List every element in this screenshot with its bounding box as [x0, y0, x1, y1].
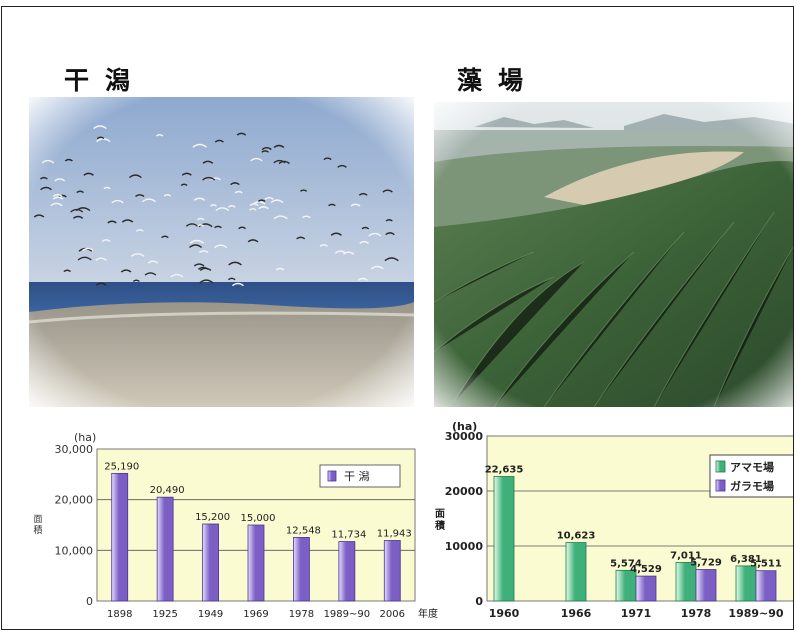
- y-axis-label-1: 面: [435, 508, 445, 520]
- seagrass-bed-title: 藻場: [457, 66, 540, 95]
- bar: [202, 523, 219, 602]
- x-tick-label: 1925: [152, 609, 177, 620]
- legend-swatch-amamo: [715, 460, 726, 473]
- x-tick-label: 1989~90: [324, 609, 371, 620]
- y-tick-label: 10000: [445, 540, 484, 553]
- data-label: 20,490: [150, 485, 185, 496]
- figure-frame: 干潟 藻場: [1, 6, 794, 630]
- legend-swatch-garamo: [715, 479, 726, 492]
- bar: [383, 540, 401, 602]
- x-tick-label: 1960: [489, 607, 520, 620]
- tidal-flat-photo-image: [29, 97, 414, 407]
- tidal-flat-title: 干潟: [64, 66, 147, 95]
- tidal-flat-chart: (ha) 0 10,000 20,000 30,000 面積 25,190 1898 20,49…: [33, 431, 438, 620]
- legend-label-amamo: アマモ場: [730, 460, 774, 474]
- bar: [156, 496, 174, 602]
- bar-amamo: [493, 476, 515, 602]
- x-tick-label: 1969: [243, 609, 268, 620]
- data-label-garamo: 4,529: [630, 564, 662, 575]
- data-label-amamo: 5,574: [610, 558, 642, 569]
- x-tick-label: 1898: [107, 609, 132, 620]
- data-label: 12,548: [286, 525, 321, 536]
- data-label: 15,000: [241, 513, 276, 524]
- x-tick-label: 2006: [380, 609, 405, 620]
- data-label-amamo: 7,011: [670, 550, 702, 561]
- legend-swatch: [327, 470, 337, 482]
- y-tick-label: 10,000: [55, 544, 94, 557]
- y-tick-label: 0: [86, 595, 93, 608]
- seagrass-bed-photo: [434, 102, 793, 407]
- y-tick-label: 30,000: [55, 443, 94, 456]
- data-label-garamo: 5,729: [690, 557, 722, 568]
- data-label-amamo: 10,623: [557, 531, 596, 542]
- bar-amamo: [735, 565, 757, 602]
- bar: [338, 541, 356, 602]
- bar: [111, 472, 129, 602]
- y-axis-label-2: 積: [33, 524, 42, 536]
- x-tick-label: 1978: [289, 609, 314, 620]
- x-tick-label: 1949: [198, 609, 223, 620]
- y-tick-label: 20000: [445, 485, 484, 498]
- bar-garamo: [755, 570, 777, 602]
- y-tick-label: 20,000: [55, 494, 94, 507]
- y-unit: (ha): [452, 420, 477, 433]
- data-label: 15,200: [195, 512, 230, 523]
- x-tick-label: 1978: [681, 607, 712, 620]
- legend-label-garamo: ガラモ場: [730, 479, 774, 493]
- x-tick-label: 1971: [621, 607, 652, 620]
- bar: [247, 524, 265, 602]
- legend-label: 干 潟: [344, 470, 370, 483]
- x-tick-label: 1966: [561, 607, 592, 620]
- data-label: 11,734: [331, 530, 366, 541]
- bar-garamo: [635, 575, 657, 602]
- y-tick-label: 30000: [445, 430, 484, 443]
- data-label-garamo: 5,511: [750, 559, 782, 570]
- y-tick-label: 0: [475, 595, 483, 608]
- legend-box: [319, 464, 401, 488]
- bar-amamo: [565, 542, 587, 602]
- data-label: 11,943: [377, 528, 412, 539]
- y-axis-label-1: 面: [33, 514, 42, 525]
- seagrass-bed-photo-image: [434, 102, 793, 407]
- y-unit: (ha): [74, 431, 96, 444]
- tidal-flat-photo: [29, 97, 414, 407]
- data-label-amamo: 22,635: [485, 465, 524, 476]
- y-axis-label-2: 積: [434, 519, 446, 532]
- bar: [293, 537, 310, 602]
- seagrass-bed-chart: (ha) 0 10000 20000 30000 面積 22,635 1960 10,623 19…: [434, 420, 793, 620]
- x-tick-label: 1989~90: [728, 607, 783, 620]
- data-label-amamo: 6,381: [730, 554, 762, 565]
- data-label: 25,190: [104, 461, 139, 472]
- bar-garamo: [695, 569, 717, 602]
- x-axis-label: 年度: [418, 607, 438, 620]
